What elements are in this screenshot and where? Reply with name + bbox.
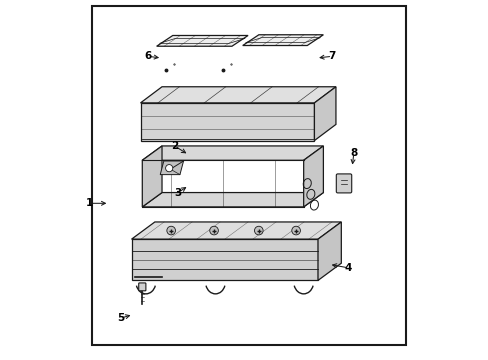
Text: 2: 2 [171, 141, 178, 151]
Polygon shape [314, 87, 335, 140]
Text: 6: 6 [144, 51, 151, 61]
Polygon shape [142, 193, 323, 207]
Polygon shape [317, 222, 341, 280]
Text: 1: 1 [86, 198, 93, 208]
Polygon shape [142, 146, 323, 160]
Polygon shape [140, 103, 314, 140]
Polygon shape [131, 239, 317, 280]
Circle shape [254, 226, 263, 235]
Polygon shape [242, 35, 323, 45]
Text: 3: 3 [174, 188, 182, 198]
Text: 7: 7 [328, 51, 335, 61]
Text: 8: 8 [349, 148, 357, 158]
Polygon shape [303, 146, 323, 207]
Text: 5: 5 [117, 313, 124, 323]
Circle shape [209, 226, 218, 235]
Polygon shape [156, 36, 247, 46]
Circle shape [291, 226, 300, 235]
Polygon shape [160, 161, 183, 175]
Circle shape [165, 165, 172, 172]
Polygon shape [131, 222, 341, 239]
Text: 4: 4 [344, 263, 351, 273]
Bar [92, 6, 405, 345]
Polygon shape [142, 146, 162, 207]
Polygon shape [140, 87, 335, 103]
FancyBboxPatch shape [336, 174, 351, 193]
Circle shape [166, 226, 175, 235]
FancyBboxPatch shape [139, 283, 145, 291]
